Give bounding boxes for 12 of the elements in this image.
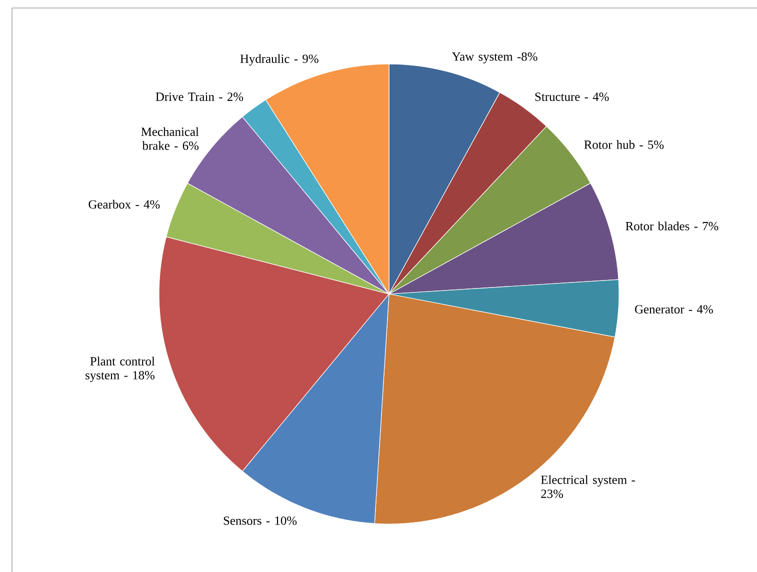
slice-label: Generator - 4% <box>635 305 713 314</box>
slice-label: Mechanical brake - 6% <box>141 127 199 150</box>
slice-label: Sensors - 10% <box>224 516 297 525</box>
slice-label: Rotor blades - 7% <box>626 222 718 230</box>
slice-label: Gearbox - 4% <box>88 200 160 209</box>
slice-label: Electrical system - 23% <box>540 475 635 498</box>
slice-label: Structure - 4% <box>535 92 609 101</box>
slice-label: Hydraulic - 9% <box>240 54 318 66</box>
slice-label: Plant control system - 18% <box>86 356 155 382</box>
slice-label: Rotor hub - 5% <box>584 140 664 149</box>
slice-label: Drive Train - 2% <box>156 92 244 101</box>
slice-label: Yaw system -8% <box>452 52 538 64</box>
